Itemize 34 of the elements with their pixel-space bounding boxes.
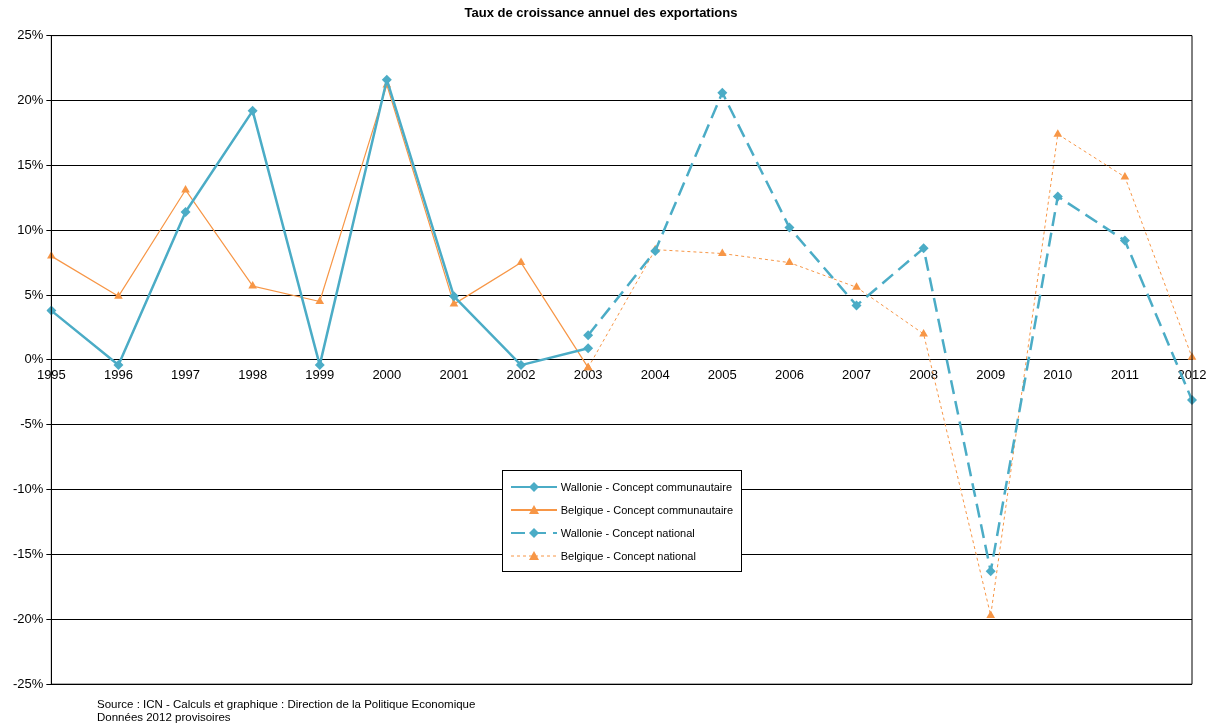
y-tick-label: -5% [20,416,44,432]
x-tick-label: 1996 [103,367,133,383]
chart-title: Taux de croissance annuel des exportations [464,5,738,21]
y-tick-label: 15% [17,156,44,172]
y-tick-label: -20% [12,610,44,626]
x-tick-label: 2000 [372,367,402,383]
y-tick-label: -10% [12,481,44,497]
x-tick-label: 2005 [707,367,737,383]
x-tick-label: 2009 [976,367,1006,383]
x-tick-label: 2007 [842,367,871,383]
y-tick-label: 25% [17,27,44,43]
y-tick-label: 10% [17,221,44,237]
x-tick-label: 2002 [506,367,536,383]
x-tick-label: 1999 [305,367,335,383]
legend-label: Wallonie - Concept national [560,526,695,539]
x-tick-label: 2001 [439,367,469,383]
legend-label: Belgique - Concept national [560,549,696,562]
y-tick-label: -15% [12,546,44,562]
y-tick-label: 0% [24,351,44,367]
y-tick-label: -25% [12,675,44,691]
x-tick-label: 2008 [909,367,939,383]
legend-label: Belgique - Concept communautaire [560,503,734,516]
x-tick-label: 1998 [238,367,268,383]
x-tick-label: 2003 [573,367,603,383]
x-tick-label: 1997 [171,367,200,383]
x-tick-label: 2011 [1110,367,1139,383]
source-note: Source : ICN - Calculs et graphique : Direction de la Politique Economique [97,698,476,711]
x-tick-label: 2010 [1043,367,1073,383]
y-tick-label: 20% [17,92,44,108]
y-tick-label: 5% [24,286,44,302]
x-tick-label: 2004 [640,367,670,383]
legend-label: Wallonie - Concept communautaire [560,480,733,493]
text: Données 2012 provisoires [97,711,232,724]
x-tick-label: 2006 [774,367,804,383]
